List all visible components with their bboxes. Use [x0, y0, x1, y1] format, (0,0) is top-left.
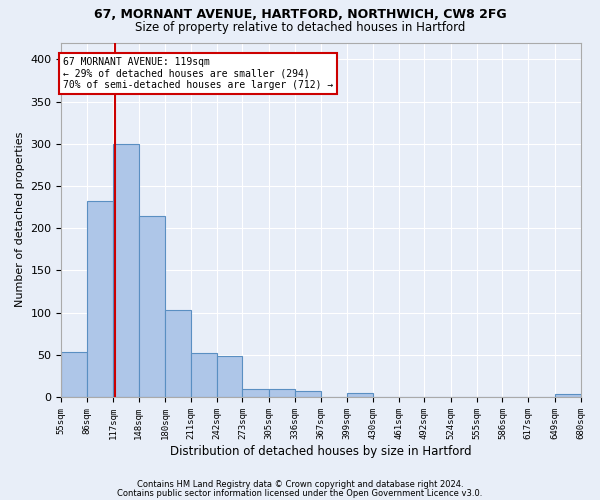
Text: 67 MORNANT AVENUE: 119sqm
← 29% of detached houses are smaller (294)
70% of semi: 67 MORNANT AVENUE: 119sqm ← 29% of detac…	[63, 57, 334, 90]
Y-axis label: Number of detached properties: Number of detached properties	[15, 132, 25, 308]
Bar	[269, 388, 295, 397]
Bar	[191, 353, 217, 397]
Text: Contains public sector information licensed under the Open Government Licence v3: Contains public sector information licen…	[118, 490, 482, 498]
Text: Size of property relative to detached houses in Hartford: Size of property relative to detached ho…	[135, 21, 465, 34]
Bar	[61, 352, 87, 397]
Bar	[217, 356, 242, 397]
Bar	[295, 391, 320, 397]
Bar	[347, 393, 373, 397]
Text: 67, MORNANT AVENUE, HARTFORD, NORTHWICH, CW8 2FG: 67, MORNANT AVENUE, HARTFORD, NORTHWICH,…	[94, 8, 506, 20]
Bar	[242, 388, 269, 397]
Text: Contains HM Land Registry data © Crown copyright and database right 2024.: Contains HM Land Registry data © Crown c…	[137, 480, 463, 489]
Bar	[139, 216, 165, 397]
Bar	[555, 394, 581, 397]
Bar	[87, 201, 113, 397]
X-axis label: Distribution of detached houses by size in Hartford: Distribution of detached houses by size …	[170, 444, 472, 458]
Bar	[113, 144, 139, 397]
Bar	[165, 310, 191, 397]
